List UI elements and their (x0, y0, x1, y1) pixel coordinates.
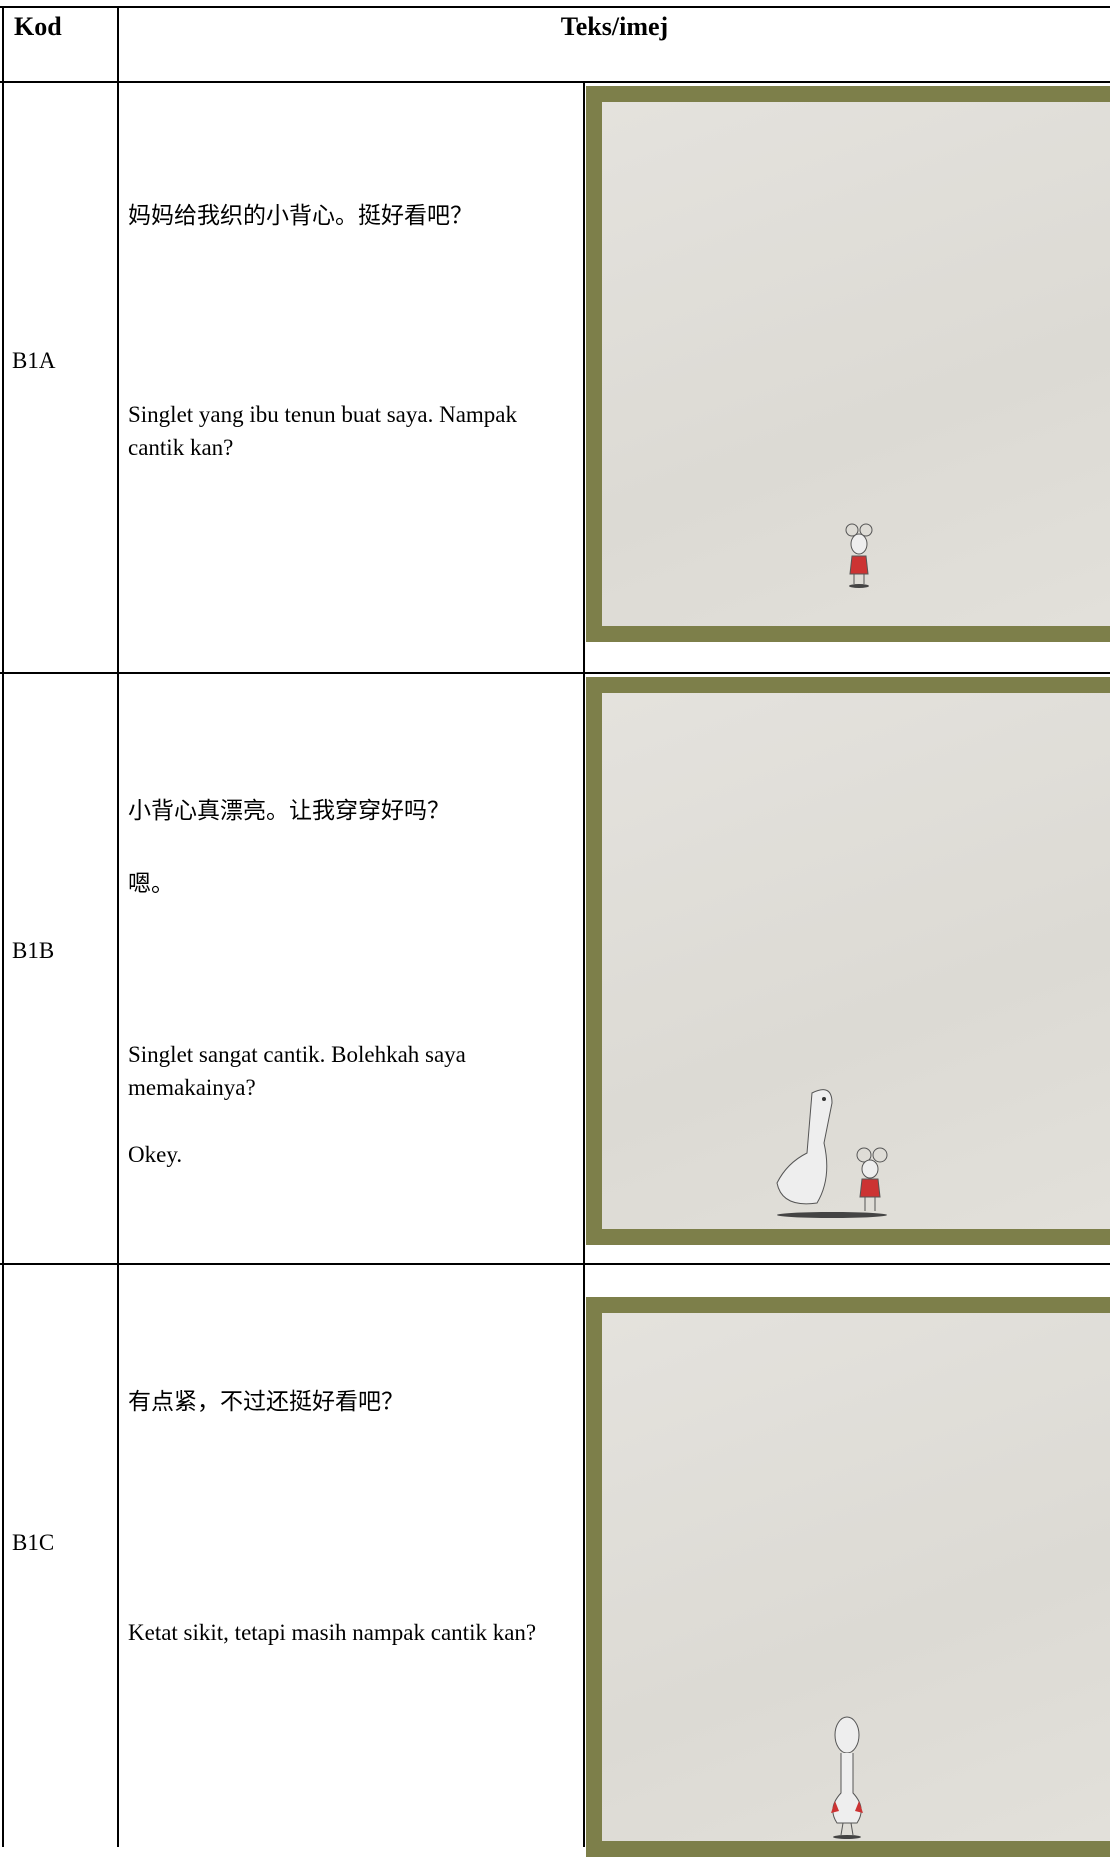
row-code: B1A (12, 348, 56, 373)
header-cell: Kod (14, 12, 62, 41)
row-text: 妈妈给我织的小背心。挺好看吧？ (128, 203, 473, 228)
image (586, 86, 1110, 642)
pelican-mouse-figure (776, 1089, 888, 1218)
border (0, 6, 1110, 8)
row-text: Okey. (128, 1142, 183, 1167)
row-code: B1B (12, 938, 55, 963)
pelican-figure (831, 1716, 863, 1839)
border (0, 672, 1110, 674)
border (583, 82, 585, 1847)
border (117, 6, 119, 1847)
mouse-figure (845, 523, 873, 588)
header-cell: Teks/imej (560, 12, 669, 41)
border (0, 1263, 1110, 1265)
border (0, 81, 1110, 83)
row-code: B1C (12, 1530, 55, 1555)
image (586, 1297, 1110, 1857)
image (586, 677, 1110, 1245)
row-text: Ketat sikit, tetapi masih nampak cantik … (128, 1620, 537, 1645)
row-text: 小背心真漂亮。让我穿穿好吗？ (128, 798, 450, 823)
row-text: 嗯。 (128, 871, 174, 896)
border (2, 6, 4, 1847)
row-text: Singlet yang ibu tenun buat saya. Nampak… (128, 402, 518, 460)
row-text: Singlet sangat cantik. Bolehkah saya mem… (128, 1042, 466, 1100)
row-text: 有点紧，不过还挺好看吧？ (128, 1389, 404, 1414)
